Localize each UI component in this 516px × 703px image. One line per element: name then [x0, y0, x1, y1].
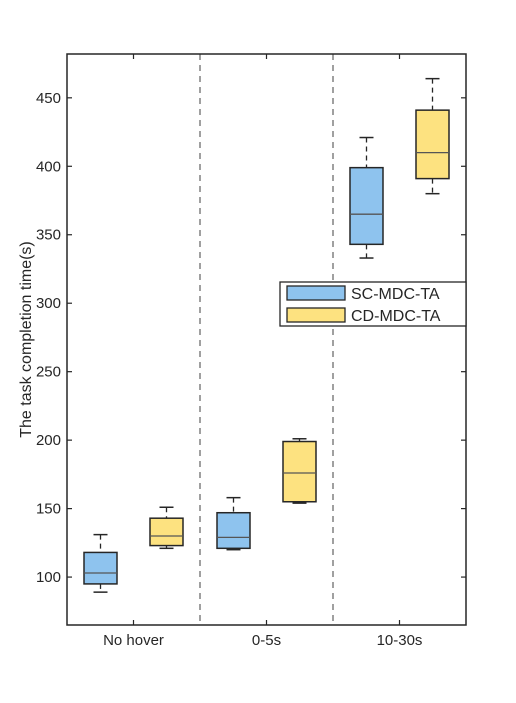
box-iqr: [216, 511, 251, 550]
box-marks: [83, 77, 450, 593]
box-iqr: [83, 551, 118, 585]
x-tick-label: 10-30s: [377, 632, 423, 649]
y-axis-label: The task completion time(s): [18, 241, 35, 438]
legend-swatch: [286, 307, 346, 323]
box-sc-mdc-ta: [83, 533, 118, 593]
y-tick-label: 450: [36, 90, 61, 107]
y-axis-ticks: 100 150 200 250 300 350 400 450: [36, 90, 466, 586]
y-tick-label: 350: [36, 227, 61, 244]
box-cd-mdc-ta: [149, 506, 184, 550]
x-tick-label: 0-5s: [252, 632, 281, 649]
box-sc-mdc-ta: [216, 496, 251, 551]
box-iqr: [149, 517, 184, 547]
y-tick-label: 150: [36, 501, 61, 518]
box-iqr: [415, 109, 450, 180]
plot-frame: [66, 53, 467, 626]
box-cd-mdc-ta: [415, 77, 450, 195]
y-tick-label: 300: [36, 295, 61, 312]
y-tick-label: 400: [36, 158, 61, 175]
y-tick-label: 250: [36, 364, 61, 381]
box-iqr: [282, 440, 317, 503]
box-iqr: [349, 166, 384, 246]
box-cd-mdc-ta: [282, 438, 317, 504]
group-separators: [199, 54, 334, 625]
box-sc-mdc-ta: [349, 136, 384, 259]
legend-swatch: [286, 285, 346, 301]
x-axis-ticks: No hover 0-5s 10-30s: [103, 54, 422, 649]
y-tick-label: 200: [36, 432, 61, 449]
legend: SC-MDC-TA CD-MDC-TA: [279, 281, 467, 327]
y-tick-label: 100: [36, 569, 61, 586]
legend-label: CD-MDC-TA: [351, 308, 441, 325]
legend-label: SC-MDC-TA: [351, 286, 440, 303]
x-tick-label: No hover: [103, 632, 164, 649]
